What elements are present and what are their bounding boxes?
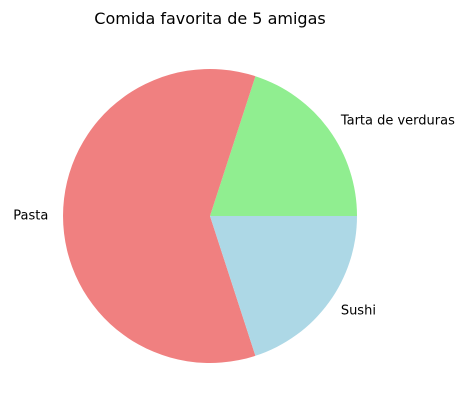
pie-slice-2 — [63, 69, 256, 364]
pie-slice-label-1: Tarta de verduras — [340, 113, 455, 128]
pie-slice-3 — [210, 216, 357, 356]
pie-labels: Tarta de verduras Pasta Sushi — [13, 113, 455, 318]
pie-slice-label-3: Sushi — [341, 304, 376, 319]
pie-slice-label-2: Pasta — [13, 209, 48, 224]
pie-slice-1 — [210, 76, 357, 216]
chart-title: Comida favorita de 5 amigas — [94, 9, 325, 28]
pie-slices — [63, 69, 357, 364]
